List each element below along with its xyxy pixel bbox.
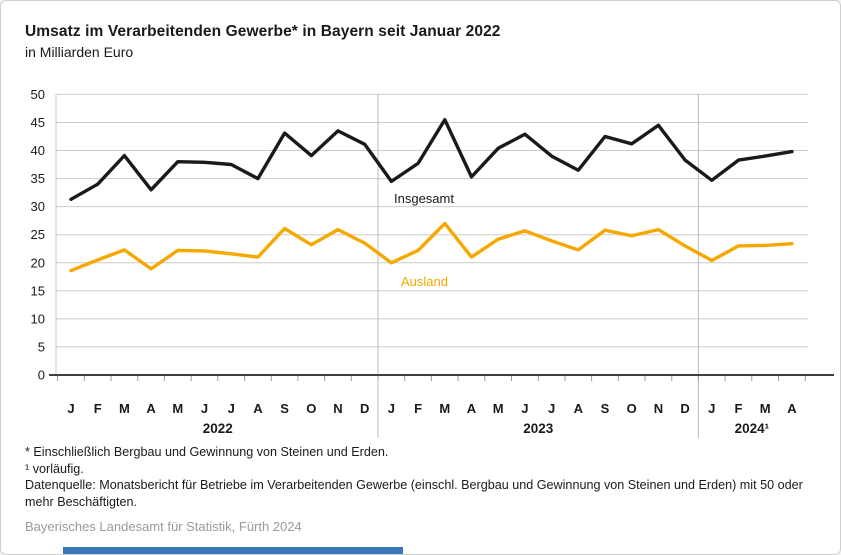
y-tick-label-10: 10: [31, 311, 45, 326]
y-tick-label-15: 15: [31, 283, 45, 298]
y-tick-label-40: 40: [31, 143, 45, 158]
y-tick-label-35: 35: [31, 171, 45, 186]
x-month-label: J: [548, 401, 555, 416]
x-month-label: A: [467, 401, 477, 416]
x-month-label: J: [521, 401, 528, 416]
y-tick-label-25: 25: [31, 227, 45, 242]
x-year-label-2022: 2022: [203, 421, 233, 436]
y-tick-label-20: 20: [31, 255, 45, 270]
series-line-ausland: [69, 221, 794, 273]
series-label-ausland: Ausland: [401, 274, 448, 289]
y-tick-label-45: 45: [31, 115, 45, 130]
x-month-label: M: [760, 401, 771, 416]
x-month-label: J: [228, 401, 235, 416]
x-month-label: S: [601, 401, 610, 416]
footnotes: * Einschließlich Bergbau und Gewinnung v…: [25, 444, 819, 510]
x-month-label: O: [627, 401, 637, 416]
bottom-partial-bar: [63, 547, 403, 554]
x-month-label: J: [388, 401, 395, 416]
line-chart: Insgesamt Ausland J F M A M J J A S O N D J F M A M J J A S O N D…: [31, 87, 834, 438]
attribution-text: Bayerisches Landesamt für Statistik, Für…: [25, 519, 302, 534]
x-month-label: F: [735, 401, 743, 416]
y-tick-label-30: 30: [31, 199, 45, 214]
x-month-label: J: [67, 401, 74, 416]
x-year-label-2024: 2024¹: [735, 421, 770, 436]
y-tick-label-0: 0: [38, 368, 45, 383]
x-month-label: M: [439, 401, 450, 416]
title-block: Umsatz im Verarbeitenden Gewerbe* in Bay…: [25, 23, 501, 60]
x-month-label: A: [253, 401, 263, 416]
footnote-preliminary: ¹ vorläufig.: [25, 461, 84, 476]
x-month-label: M: [119, 401, 130, 416]
footnote-datasource: Datenquelle: Monatsbericht für Betriebe …: [25, 478, 803, 509]
x-month-label: M: [493, 401, 504, 416]
series-line-insgesamt: [69, 118, 794, 202]
x-month-label: M: [172, 401, 183, 416]
x-month-label: F: [414, 401, 422, 416]
footnote-asterisk: * Einschließlich Bergbau und Gewinnung v…: [25, 445, 389, 459]
x-month-label: A: [146, 401, 156, 416]
y-tick-label-50: 50: [31, 87, 45, 102]
x-month-label: S: [280, 401, 289, 416]
x-month-label: A: [574, 401, 584, 416]
y-tick-label-5: 5: [38, 339, 45, 354]
page-title: Umsatz im Verarbeitenden Gewerbe* in Bay…: [25, 23, 501, 40]
x-month-label: J: [201, 401, 208, 416]
x-month-label: D: [680, 401, 689, 416]
series-label-insgesamt: Insgesamt: [394, 191, 454, 206]
x-month-label: F: [94, 401, 102, 416]
page-subtitle: in Milliarden Euro: [25, 44, 134, 60]
x-month-label: A: [787, 401, 797, 416]
x-year-label-2023: 2023: [523, 421, 554, 436]
x-month-label: D: [360, 401, 369, 416]
x-month-label: O: [306, 401, 316, 416]
x-month-label: N: [654, 401, 663, 416]
x-month-label: J: [708, 401, 715, 416]
x-month-label: N: [333, 401, 342, 416]
